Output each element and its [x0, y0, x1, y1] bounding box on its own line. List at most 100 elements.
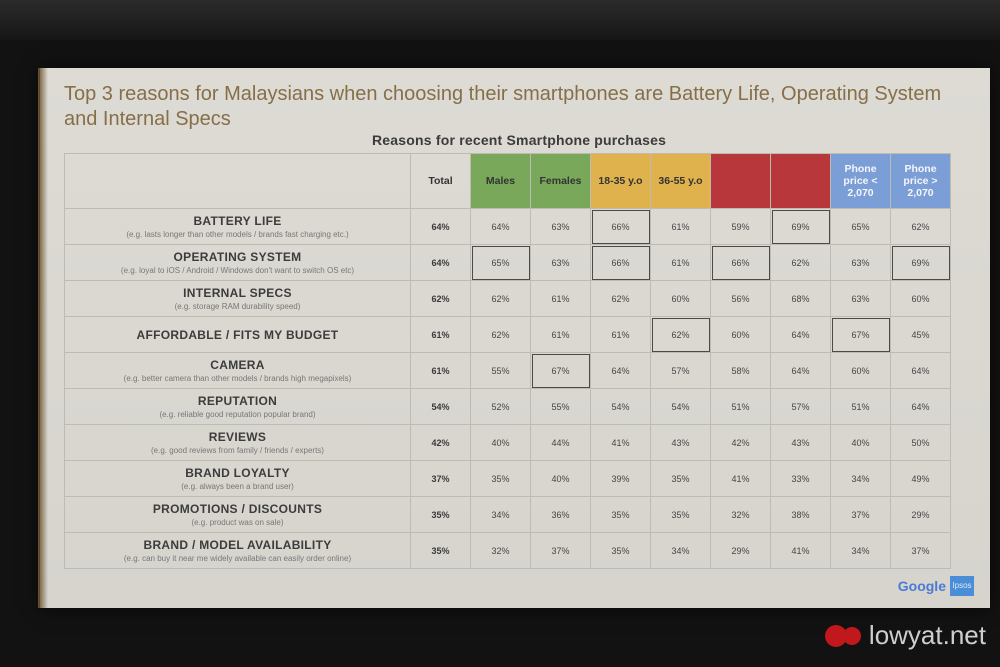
value-cell: 35% — [650, 460, 711, 497]
value-cell: 42% — [710, 424, 771, 461]
table-row: CAMERA (e.g. better camera than other mod… — [64, 352, 951, 389]
reason-subtitle: (e.g. storage RAM durability speed) — [174, 302, 301, 311]
value-cell: 64% — [770, 316, 831, 353]
watermark-text: lowyat.net — [868, 620, 986, 650]
value-cell: 32% — [470, 532, 531, 569]
value-cell: 59% — [710, 208, 771, 245]
value-cell: 63% — [830, 280, 891, 317]
table-row: BATTERY LIFE (e.g. lasts longer than othe… — [64, 208, 951, 245]
value-cell: 55% — [530, 388, 591, 425]
value-cell: 35% — [590, 532, 651, 569]
column-header: Phone price > 2,070 — [890, 153, 951, 209]
value-cell: 36% — [530, 496, 591, 533]
table-row: BRAND LOYALTY (e.g. always been a brand u… — [64, 460, 951, 497]
reason-title: BRAND LOYALTY — [185, 466, 290, 480]
header-blank-cell — [64, 153, 411, 209]
value-cell: 40% — [830, 424, 891, 461]
reason-subtitle: (e.g. lasts longer than other models / b… — [126, 230, 349, 239]
value-cell: 32% — [710, 496, 771, 533]
table-row: REVIEWS (e.g. good reviews from family / … — [64, 424, 951, 461]
value-cell: 65% — [470, 244, 531, 281]
reason-cell: BRAND LOYALTY (e.g. always been a brand u… — [64, 460, 411, 497]
value-cell: 54% — [650, 388, 711, 425]
reason-subtitle: (e.g. can buy it near me widely availabl… — [123, 554, 352, 563]
column-header: Urban — [710, 153, 771, 209]
reason-cell: INTERNAL SPECS (e.g. storage RAM durabili… — [64, 280, 411, 317]
purchase-reasons-table: Total Males Females 18-35 y.o 36-55 y.o Urban… — [64, 153, 951, 569]
value-cell: 62% — [470, 280, 531, 317]
column-header: Total — [410, 153, 471, 209]
total-value-cell: 61% — [410, 316, 471, 353]
value-cell: 62% — [590, 280, 651, 317]
value-cell: 61% — [590, 316, 651, 353]
value-cell: 39% — [590, 460, 651, 497]
reason-cell: PROMOTIONS / DISCOUNTS (e.g. product was … — [64, 496, 411, 533]
value-cell: 62% — [890, 208, 951, 245]
column-header: Males — [470, 153, 531, 209]
column-header: 18-35 y.o — [590, 153, 651, 209]
reason-subtitle: (e.g. loyal to iOS / Android / Windows d… — [120, 266, 355, 275]
reason-cell: AFFORDABLE / FITS MY BUDGET — [64, 316, 411, 353]
reason-subtitle: (e.g. always been a brand user) — [181, 482, 294, 491]
table-row: OPERATING SYSTEM (e.g. loyal to iOS / And… — [64, 244, 951, 281]
value-cell: 49% — [890, 460, 951, 497]
value-cell: 57% — [650, 352, 711, 389]
reason-subtitle: (e.g. good reviews from family / friends… — [151, 446, 324, 455]
reason-title: REVIEWS — [208, 430, 267, 444]
total-value-cell: 61% — [410, 352, 471, 389]
watermark: lowyat.net — [824, 620, 986, 651]
value-cell: 34% — [830, 460, 891, 497]
value-cell: 33% — [770, 460, 831, 497]
value-cell: 29% — [710, 532, 771, 569]
value-cell: 64% — [770, 352, 831, 389]
table-row: AFFORDABLE / FITS MY BUDGET 61% 62% 61% 61% 6… — [64, 316, 951, 353]
value-cell: 51% — [710, 388, 771, 425]
value-cell: 29% — [890, 496, 951, 533]
value-cell: 38% — [770, 496, 831, 533]
value-cell: 51% — [830, 388, 891, 425]
reason-cell: CAMERA (e.g. better camera than other mod… — [64, 352, 411, 389]
slide-title: Top 3 reasons for Malaysians when choosi… — [64, 83, 942, 130]
value-cell: 61% — [530, 280, 591, 317]
value-cell: 55% — [470, 352, 531, 389]
value-cell: 58% — [710, 352, 771, 389]
value-cell: 63% — [830, 244, 891, 281]
column-header: Rural — [770, 153, 831, 209]
total-value-cell: 35% — [410, 532, 471, 569]
value-cell: 66% — [590, 244, 651, 281]
value-cell: 43% — [770, 424, 831, 461]
table-header-row: Total Males Females 18-35 y.o 36-55 y.o Urban… — [64, 153, 951, 209]
value-cell: 50% — [890, 424, 951, 461]
total-value-cell: 62% — [410, 280, 471, 317]
reason-subtitle: (e.g. product was on sale) — [191, 518, 284, 527]
value-cell: 34% — [830, 532, 891, 569]
value-cell: 45% — [890, 316, 951, 353]
value-cell: 37% — [830, 496, 891, 533]
reason-cell: OPERATING SYSTEM (e.g. loyal to iOS / And… — [64, 244, 411, 281]
reason-title: CAMERA — [210, 358, 265, 372]
value-cell: 63% — [530, 244, 591, 281]
reason-subtitle: (e.g. reliable good reputation popular b… — [159, 410, 316, 419]
column-header: Phone price < 2,070 — [830, 153, 891, 209]
room-background — [0, 0, 1000, 40]
value-cell: 61% — [650, 208, 711, 245]
total-value-cell: 37% — [410, 460, 471, 497]
total-value-cell: 64% — [410, 208, 471, 245]
value-cell: 34% — [650, 532, 711, 569]
value-cell: 64% — [890, 352, 951, 389]
value-cell: 69% — [890, 244, 951, 281]
value-cell: 41% — [770, 532, 831, 569]
value-cell: 60% — [710, 316, 771, 353]
reason-subtitle: (e.g. better camera than other models / … — [123, 374, 352, 383]
reason-cell: BRAND / MODEL AVAILABILITY (e.g. can buy … — [64, 532, 411, 569]
ipsos-badge: Ipsos — [950, 576, 974, 596]
slide-edge-shadow — [38, 68, 48, 608]
value-cell: 62% — [650, 316, 711, 353]
total-value-cell: 64% — [410, 244, 471, 281]
reason-cell: REVIEWS (e.g. good reviews from family / … — [64, 424, 411, 461]
value-cell: 44% — [530, 424, 591, 461]
value-cell: 57% — [770, 388, 831, 425]
value-cell: 52% — [470, 388, 531, 425]
value-cell: 35% — [650, 496, 711, 533]
value-cell: 66% — [710, 244, 771, 281]
